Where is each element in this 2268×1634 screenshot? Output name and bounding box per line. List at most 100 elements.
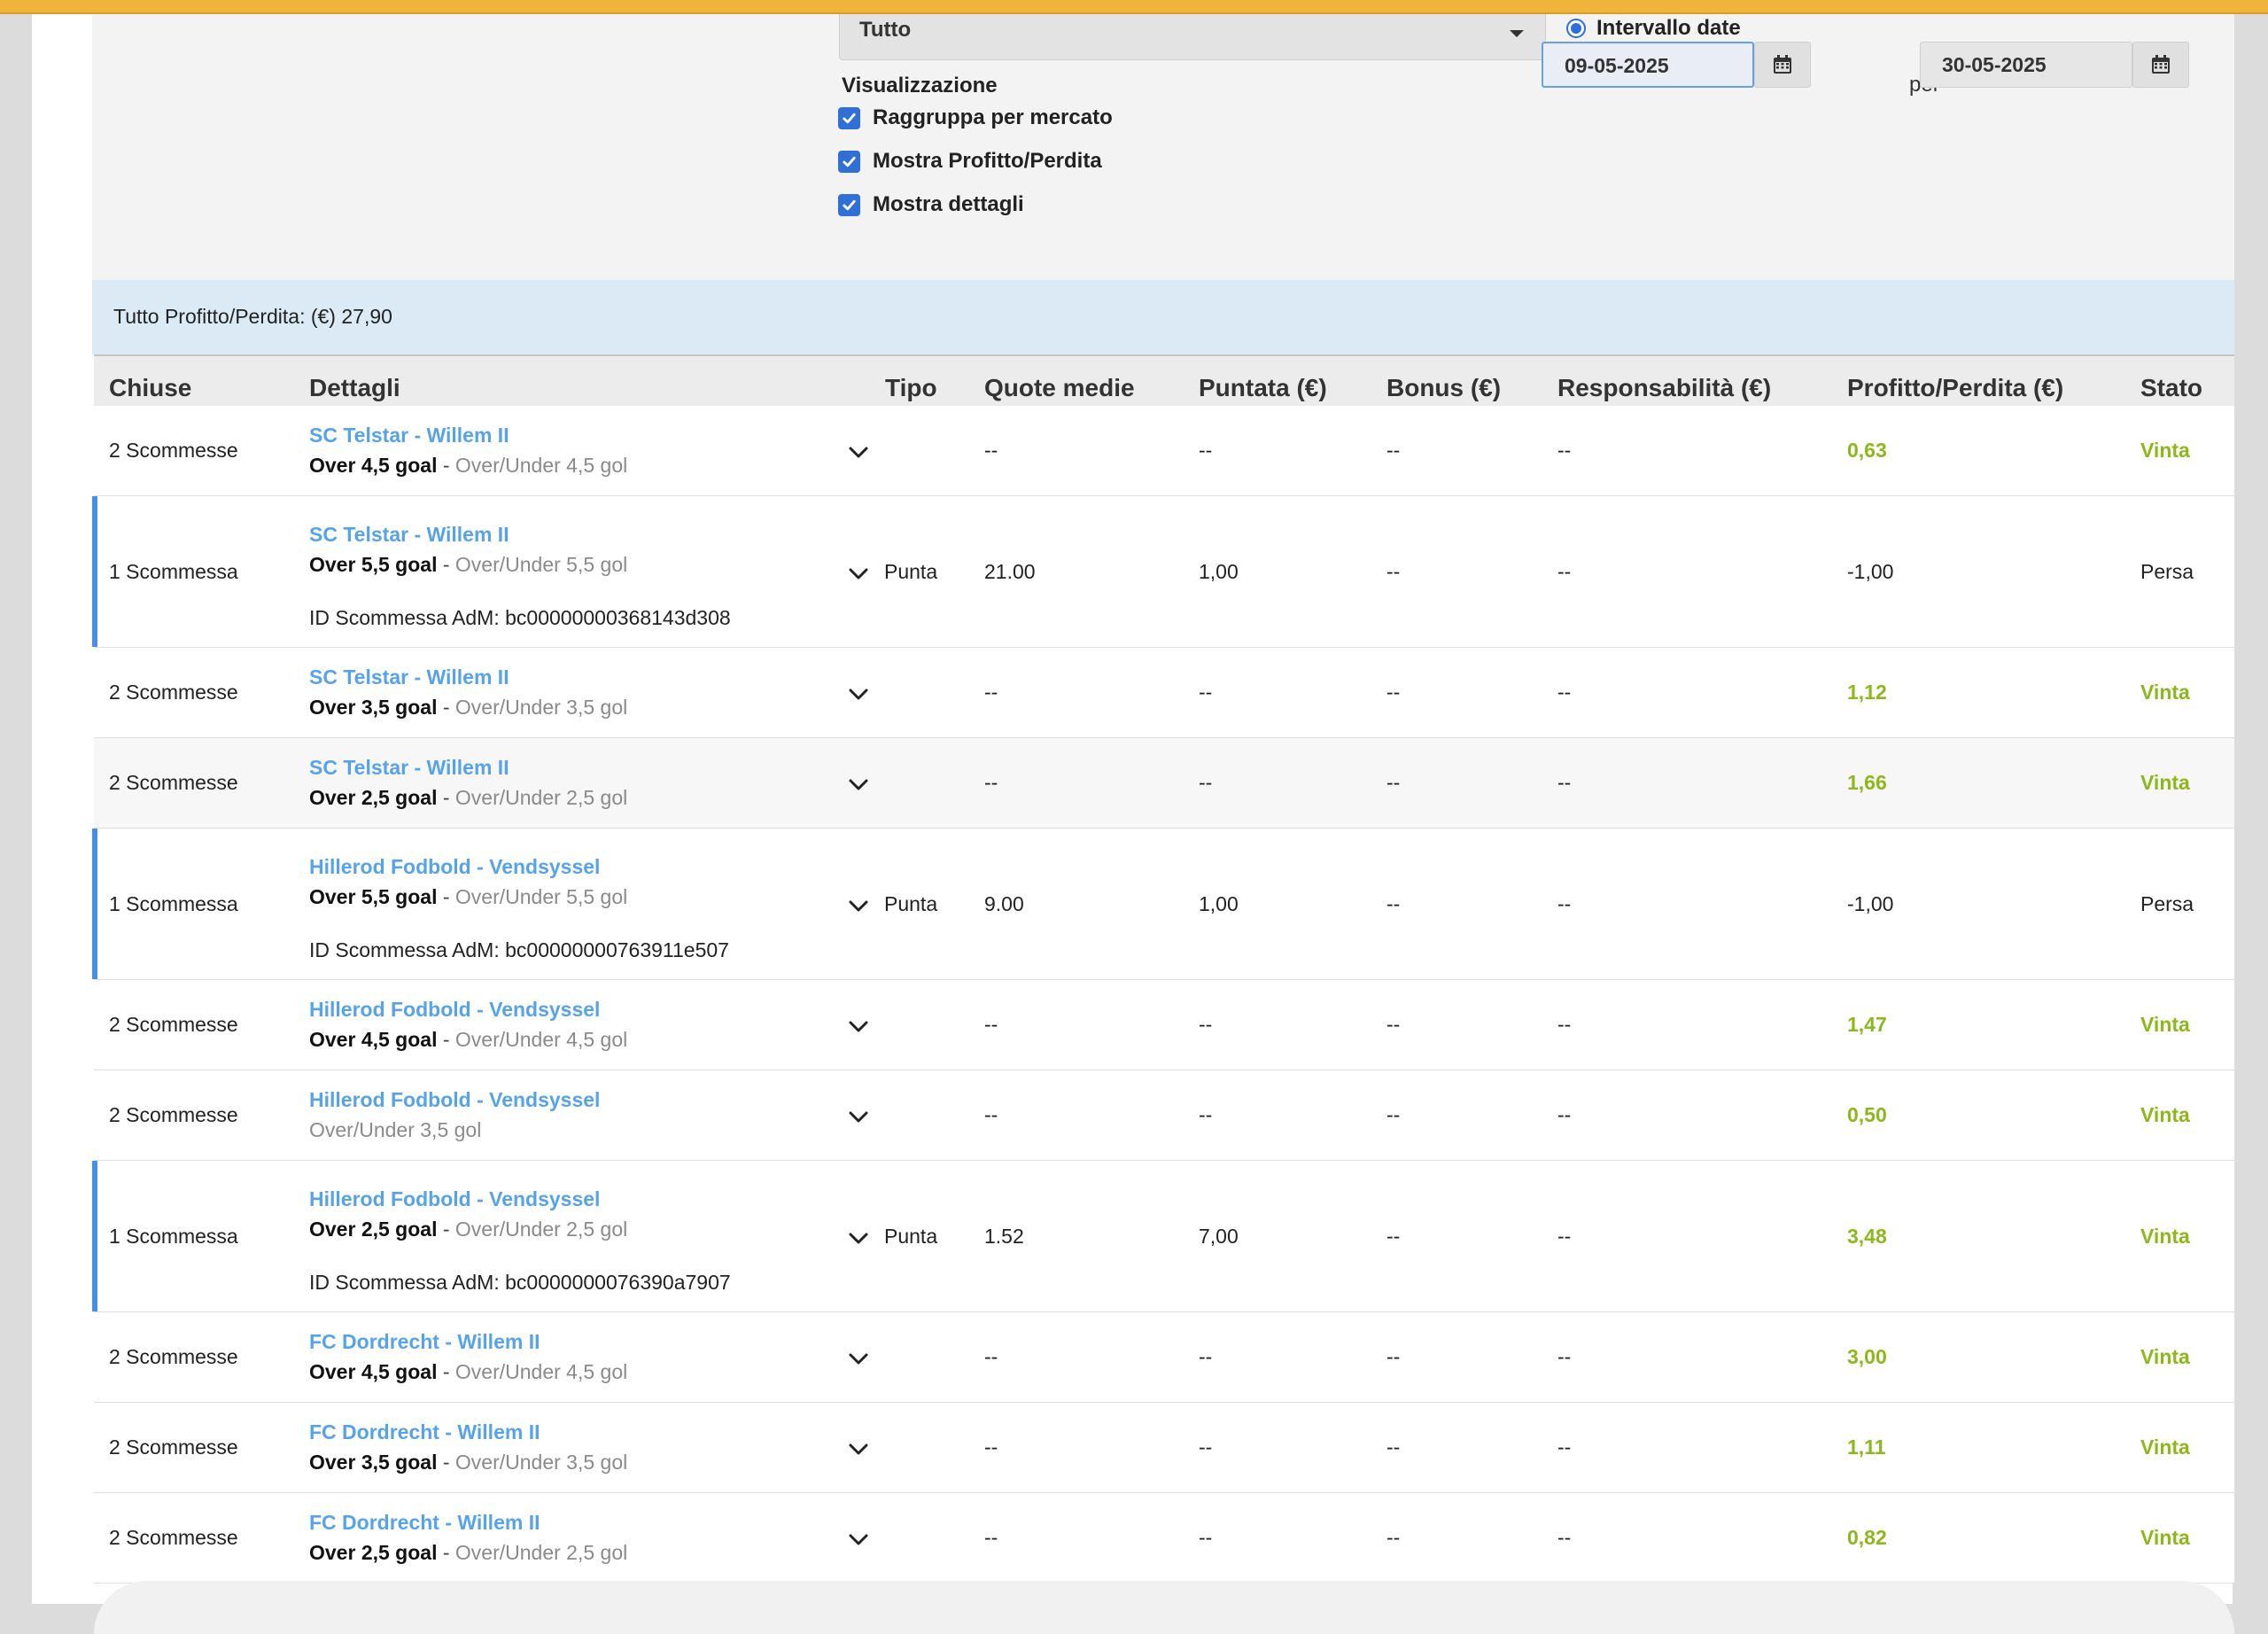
- market-name: Over/Under 3,5 gol: [454, 696, 628, 719]
- date-range-label: Intervallo date: [1596, 16, 1741, 40]
- checkbox-show-details[interactable]: Mostra dettagli: [838, 192, 1024, 217]
- chevron-down-icon[interactable]: [849, 1443, 868, 1456]
- market-name: Over/Under 3,5 gol: [309, 1118, 482, 1141]
- market-name: Over/Under 4,5 gol: [454, 454, 628, 477]
- bonus: --: [1386, 1103, 1401, 1126]
- event-link[interactable]: Hillerod Fodbold - Vendsyssel: [309, 1187, 601, 1210]
- liability: --: [1557, 771, 1572, 794]
- bet-id: ID Scommessa AdM: bc00000000763911e507: [309, 938, 729, 961]
- selection-separator: -: [437, 1451, 455, 1474]
- closed-count: 2 Scommesse: [109, 1436, 238, 1459]
- profit-loss: 3,48: [1847, 1224, 1887, 1248]
- filter-select[interactable]: Tutto: [839, 14, 1546, 60]
- profit-loss: -1,00: [1847, 891, 1894, 915]
- table-row[interactable]: 2 Scommesse SC Telstar - Willem II Over 4,…: [94, 406, 2234, 496]
- liability: --: [1557, 1224, 1572, 1248]
- date-range-radio[interactable]: Intervallo date: [1566, 16, 1741, 41]
- table-row[interactable]: 2 Scommesse FC Dordrecht - Willem II Over …: [94, 1403, 2234, 1493]
- summary-text: Tutto Profitto/Perdita: (€) 27,90: [113, 305, 392, 328]
- closed-count: 2 Scommesse: [109, 439, 238, 462]
- profit-loss: -1,00: [1847, 559, 1894, 583]
- checkbox-group-by-market[interactable]: Raggruppa per mercato: [838, 105, 1113, 130]
- row-accent-bar: [92, 829, 97, 979]
- radio-selected-icon[interactable]: [1566, 19, 1586, 38]
- table-row[interactable]: 2 Scommesse SC Telstar - Willem II Over 3,…: [94, 648, 2234, 738]
- event-link[interactable]: SC Telstar - Willem II: [309, 756, 509, 779]
- checkbox-show-profit-loss[interactable]: Mostra Profitto/Perdita: [838, 149, 1102, 174]
- calendar-to-button[interactable]: [2132, 42, 2189, 88]
- selection-name: Over 2,5 goal: [309, 1541, 438, 1564]
- stake: --: [1199, 1436, 1213, 1459]
- chevron-down-icon[interactable]: [849, 1534, 868, 1546]
- profit-loss-summary: Tutto Profitto/Perdita: (€) 27,90: [92, 280, 2234, 354]
- selection-description: Over 2,5 goal - Over/Under 2,5 gol: [309, 786, 627, 810]
- bonus: --: [1386, 1224, 1401, 1248]
- table-row[interactable]: 2 Scommesse Hillerod Fodbold - Vendsyssel…: [94, 1070, 2234, 1161]
- col-avg-odds: Quote medie: [984, 374, 1135, 401]
- closed-count: 1 Scommessa: [109, 891, 238, 915]
- event-link[interactable]: FC Dordrecht - Willem II: [309, 1511, 540, 1534]
- table-row[interactable]: 1 Scommessa Hillerod Fodbold - Vendsyssel…: [92, 1161, 2234, 1312]
- chevron-down-icon[interactable]: [849, 447, 868, 459]
- event-link[interactable]: Hillerod Fodbold - Vendsyssel: [309, 1088, 601, 1111]
- market-name: Over/Under 2,5 gol: [454, 1218, 628, 1241]
- avg-odds: 1.52: [984, 1224, 1024, 1248]
- event-link[interactable]: SC Telstar - Willem II: [309, 523, 509, 546]
- selection-description: Over 4,5 goal - Over/Under 4,5 gol: [309, 1360, 627, 1384]
- date-to-value: 30-05-2025: [1942, 53, 2047, 76]
- bets-panel: Tutto Visualizzazione Raggruppa per merc…: [32, 14, 2234, 1634]
- table-row[interactable]: 2 Scommesse SC Telstar - Willem II Over 2,…: [94, 738, 2234, 829]
- stake: --: [1199, 439, 1213, 462]
- selection-separator: -: [437, 1360, 455, 1383]
- table-row[interactable]: 2 Scommesse FC Dordrecht - Willem II Over …: [94, 1493, 2234, 1583]
- status-badge: Vinta: [2140, 1103, 2190, 1126]
- status-badge: Vinta: [2140, 1224, 2190, 1248]
- chevron-down-icon[interactable]: [849, 689, 868, 701]
- selection-separator: -: [437, 454, 455, 477]
- event-link[interactable]: SC Telstar - Willem II: [309, 665, 509, 689]
- selection-name: Over 2,5 goal: [309, 1218, 438, 1241]
- market-name: Over/Under 3,5 gol: [454, 1451, 628, 1474]
- chevron-down-icon[interactable]: [849, 779, 868, 791]
- event-link[interactable]: Hillerod Fodbold - Vendsyssel: [309, 998, 601, 1021]
- selection-name: Over 4,5 goal: [309, 1028, 438, 1051]
- chevron-down-icon[interactable]: [849, 568, 868, 580]
- table-row[interactable]: 2 Scommesse Hillerod Fodbold - Vendsyssel…: [94, 980, 2234, 1070]
- table-row[interactable]: 2 Scommesse FC Dordrecht - Willem II Over …: [94, 1312, 2234, 1403]
- liability: --: [1557, 1345, 1572, 1368]
- chevron-down-icon[interactable]: [849, 900, 868, 913]
- bonus: --: [1386, 1526, 1401, 1549]
- chevron-down-icon[interactable]: [849, 1111, 868, 1124]
- table-row[interactable]: 1 Scommessa SC Telstar - Willem II Over 5,…: [92, 496, 2234, 648]
- checkbox-checked-icon[interactable]: [838, 106, 860, 129]
- event-link[interactable]: Hillerod Fodbold - Vendsyssel: [309, 855, 601, 878]
- selection-name: Over 2,5 goal: [309, 786, 438, 809]
- selection-separator: -: [437, 696, 455, 719]
- date-to-input[interactable]: 30-05-2025: [1920, 42, 2132, 88]
- chevron-down-icon[interactable]: [849, 1021, 868, 1033]
- chevron-down-icon[interactable]: [849, 1233, 868, 1245]
- checkbox-checked-icon[interactable]: [838, 193, 860, 216]
- checkbox-checked-icon[interactable]: [838, 150, 860, 173]
- stake: 1,00: [1199, 559, 1239, 583]
- bonus: --: [1386, 439, 1401, 462]
- bet-id: ID Scommessa AdM: bc00000000368143d308: [309, 606, 731, 629]
- event-link[interactable]: SC Telstar - Willem II: [309, 424, 509, 447]
- visualization-title: Visualizzazione: [842, 74, 998, 97]
- chevron-down-icon[interactable]: [849, 1353, 868, 1366]
- event-link[interactable]: FC Dordrecht - Willem II: [309, 1330, 540, 1353]
- avg-odds: --: [984, 1526, 998, 1549]
- table-row[interactable]: 1 Scommessa Hillerod Fodbold - Vendsyssel…: [92, 829, 2234, 980]
- col-profit-loss: Profitto/Perdita (€): [1847, 374, 2064, 401]
- calendar-from-button[interactable]: [1754, 42, 1811, 88]
- row-accent-bar: [92, 496, 97, 647]
- date-from-input[interactable]: 09-05-2025: [1542, 42, 1754, 88]
- col-stake: Puntata (€): [1199, 374, 1327, 401]
- status-badge: Vinta: [2140, 771, 2190, 794]
- status-badge: Vinta: [2140, 1013, 2190, 1036]
- status-badge: Vinta: [2140, 1436, 2190, 1459]
- selection-description: Over 4,5 goal - Over/Under 4,5 gol: [309, 454, 627, 478]
- event-link[interactable]: FC Dordrecht - Willem II: [309, 1420, 540, 1443]
- checkbox-label: Mostra Profitto/Perdita: [873, 149, 1102, 173]
- checkbox-label: Mostra dettagli: [873, 192, 1024, 216]
